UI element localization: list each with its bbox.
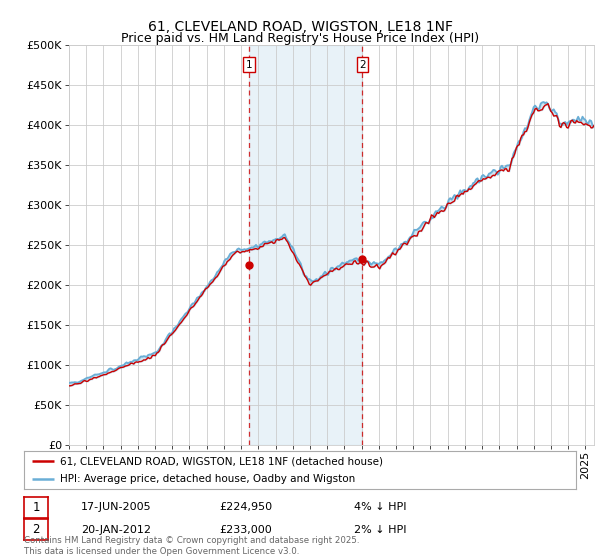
Text: 61, CLEVELAND ROAD, WIGSTON, LE18 1NF (detached house): 61, CLEVELAND ROAD, WIGSTON, LE18 1NF (d… [60, 456, 383, 466]
Text: 2: 2 [359, 60, 366, 70]
Text: 4% ↓ HPI: 4% ↓ HPI [354, 502, 407, 512]
Text: £224,950: £224,950 [219, 502, 272, 512]
Text: Contains HM Land Registry data © Crown copyright and database right 2025.
This d: Contains HM Land Registry data © Crown c… [24, 536, 359, 556]
Text: £233,000: £233,000 [219, 525, 272, 535]
Text: 1: 1 [246, 60, 253, 70]
Text: 1: 1 [32, 501, 40, 514]
Bar [249, 45, 362, 445]
Text: 20-JAN-2012: 20-JAN-2012 [81, 525, 151, 535]
Text: 2% ↓ HPI: 2% ↓ HPI [354, 525, 407, 535]
Text: 2: 2 [32, 523, 40, 536]
Text: 17-JUN-2005: 17-JUN-2005 [81, 502, 152, 512]
Text: Price paid vs. HM Land Registry's House Price Index (HPI): Price paid vs. HM Land Registry's House … [121, 32, 479, 45]
Text: 61, CLEVELAND ROAD, WIGSTON, LE18 1NF: 61, CLEVELAND ROAD, WIGSTON, LE18 1NF [148, 20, 452, 34]
Text: HPI: Average price, detached house, Oadby and Wigston: HPI: Average price, detached house, Oadb… [60, 474, 355, 484]
